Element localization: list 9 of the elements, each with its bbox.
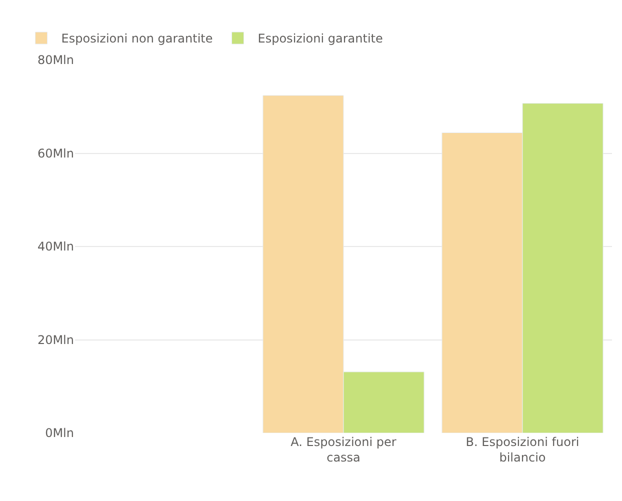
y-tick-label: 80Mln bbox=[37, 53, 74, 68]
legend-label: Esposizioni garantite bbox=[258, 32, 383, 46]
x-tick-label: B. Esposizioni fuori bilancio bbox=[466, 435, 580, 465]
x-tick-label: A. Esposizioni per cassa bbox=[290, 435, 396, 465]
y-tick-label: 60Mln bbox=[37, 146, 74, 160]
y-tick-label: 0Mln bbox=[45, 426, 74, 440]
y-tick-label: 40Mln bbox=[37, 240, 74, 254]
y-tick-label: 20Mln bbox=[37, 332, 74, 347]
legend-label: Esposizioni non garantite bbox=[61, 32, 213, 46]
